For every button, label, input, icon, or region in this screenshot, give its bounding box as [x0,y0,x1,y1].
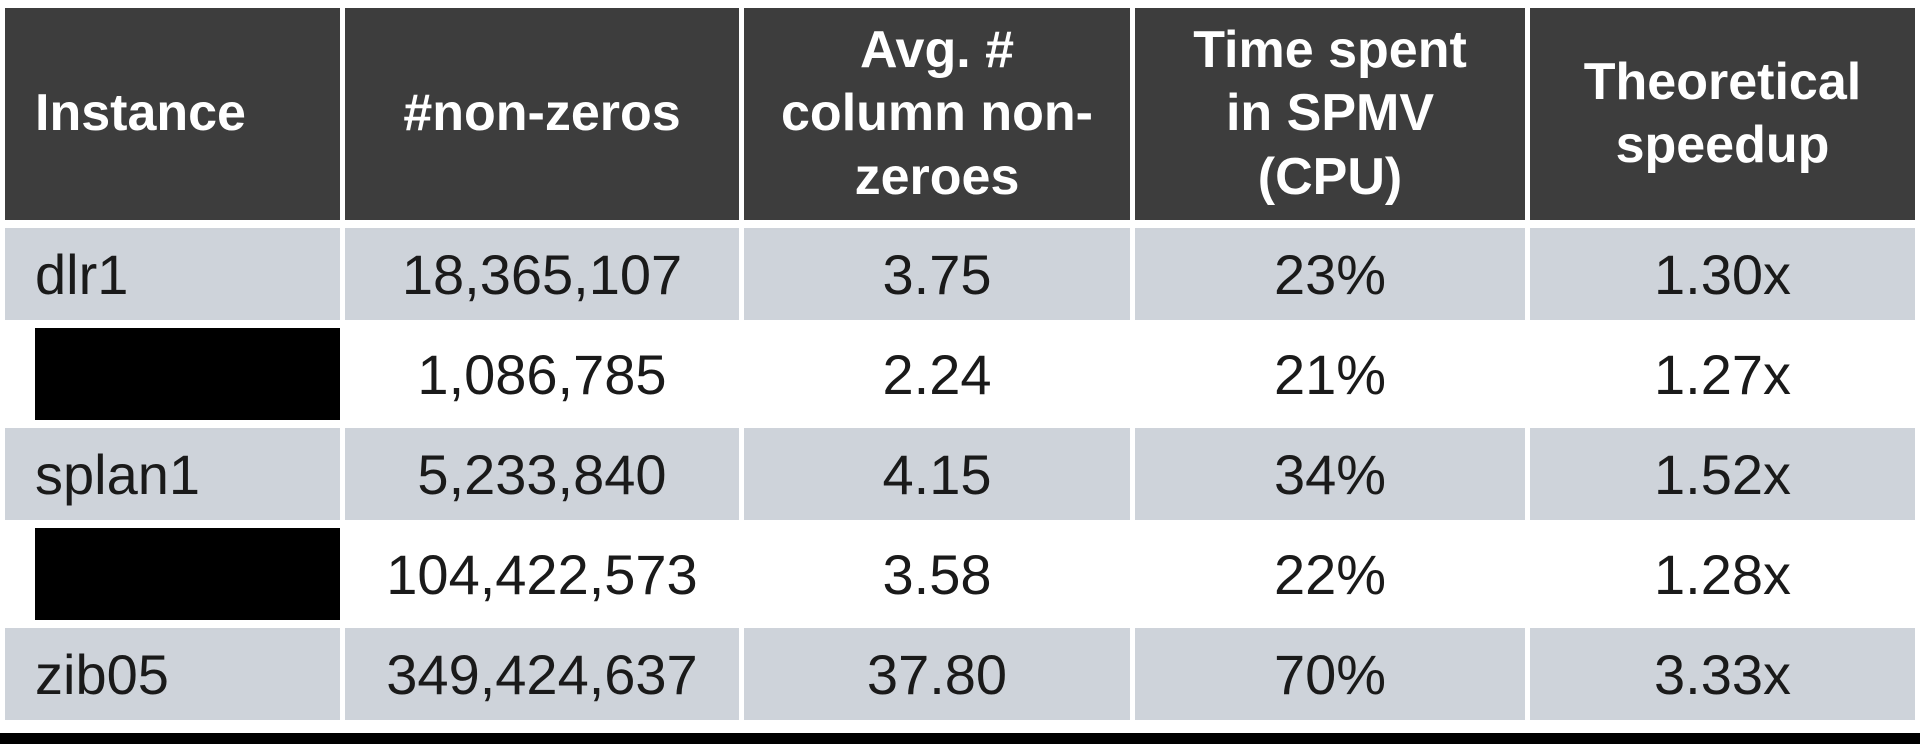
cell-non-zeros: 1,086,785 [345,328,739,420]
cell-theoretical-speedup: 1.28x [1530,528,1915,620]
cell-time-spmv: 34% [1135,428,1525,520]
cell-non-zeros: 18,365,107 [345,228,739,320]
table-row-dlr1: dlr1 18,365,107 3.75 23% 1.30x [5,228,1915,320]
col-header-non-zeros: #non-zeros [345,8,739,220]
cell-time-spmv: 21% [1135,328,1525,420]
cell-instance: zib05 [5,628,340,720]
cell-instance: dlr1 [5,228,340,320]
cell-non-zeros: 5,233,840 [345,428,739,520]
table-row-redacted-2: 104,422,573 3.58 22% 1.28x [5,528,1915,620]
cell-avg-col-non-zeroes: 3.75 [744,228,1130,320]
bottom-black-bar [0,733,1920,744]
cell-theoretical-speedup: 1.52x [1530,428,1915,520]
redaction-box-fill [35,328,340,420]
results-table: Instance #non-zeros Avg. # column non- z… [5,8,1915,720]
table-row-zib05: zib05 349,424,637 37.80 70% 3.33x [5,628,1915,720]
col-header-time-spent-in-spmv-cpu: Time spent in SPMV (CPU) [1135,8,1525,220]
table-row-redacted-1: 1,086,785 2.24 21% 1.27x [5,328,1915,420]
table-row-splan1: splan1 5,233,840 4.15 34% 1.52x [5,428,1915,520]
cell-avg-col-non-zeroes: 4.15 [744,428,1130,520]
col-header-theoretical-speedup: Theoretical speedup [1530,8,1915,220]
cell-instance: splan1 [5,428,340,520]
cell-avg-col-non-zeroes: 37.80 [744,628,1130,720]
col-header-avg-column-non-zeroes: Avg. # column non- zeroes [744,8,1130,220]
cell-theoretical-speedup: 1.27x [1530,328,1915,420]
cell-non-zeros: 349,424,637 [345,628,739,720]
cell-time-spmv: 23% [1135,228,1525,320]
col-header-instance: Instance [5,8,340,220]
table-header-row: Instance #non-zeros Avg. # column non- z… [5,8,1915,220]
cell-time-spmv: 70% [1135,628,1525,720]
cell-theoretical-speedup: 3.33x [1530,628,1915,720]
cell-avg-col-non-zeroes: 3.58 [744,528,1130,620]
redaction-box [5,528,340,620]
redaction-box-fill [35,528,340,620]
cell-avg-col-non-zeroes: 2.24 [744,328,1130,420]
cell-time-spmv: 22% [1135,528,1525,620]
cell-non-zeros: 104,422,573 [345,528,739,620]
cell-theoretical-speedup: 1.30x [1530,228,1915,320]
redaction-box [5,328,340,420]
